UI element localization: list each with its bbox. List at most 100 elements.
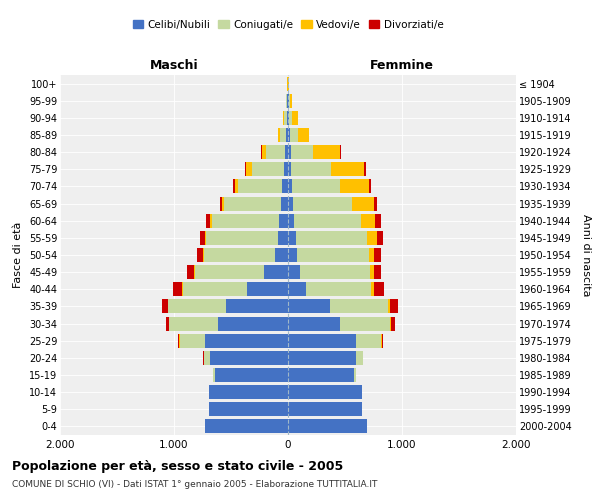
- Bar: [300, 265, 370, 279]
- Bar: [245, 162, 246, 176]
- Y-axis label: Fasce di età: Fasce di età: [13, 222, 23, 288]
- Bar: [220, 196, 222, 210]
- Bar: [371, 282, 373, 296]
- Bar: [280, 214, 288, 228]
- Bar: [290, 94, 292, 108]
- Bar: [391, 316, 395, 330]
- Bar: [367, 231, 377, 245]
- Bar: [235, 180, 238, 194]
- Bar: [296, 231, 367, 245]
- Bar: [288, 196, 293, 210]
- Bar: [298, 248, 368, 262]
- Bar: [340, 145, 341, 159]
- Bar: [331, 162, 364, 176]
- Bar: [288, 402, 362, 416]
- Bar: [288, 351, 356, 365]
- Bar: [247, 282, 288, 296]
- Bar: [233, 180, 235, 194]
- Bar: [226, 300, 288, 314]
- Bar: [370, 265, 373, 279]
- Bar: [298, 128, 309, 142]
- Bar: [218, 316, 288, 330]
- Bar: [388, 300, 390, 314]
- Bar: [288, 334, 356, 347]
- Bar: [205, 231, 206, 245]
- Bar: [288, 265, 300, 279]
- Bar: [264, 265, 288, 279]
- Bar: [288, 128, 290, 142]
- Bar: [200, 231, 205, 245]
- Bar: [213, 368, 215, 382]
- Bar: [206, 214, 211, 228]
- Bar: [390, 300, 398, 314]
- Bar: [340, 316, 390, 330]
- Text: Femmine: Femmine: [370, 58, 434, 71]
- Bar: [173, 282, 182, 296]
- Bar: [197, 248, 203, 262]
- Bar: [340, 180, 369, 194]
- Bar: [211, 351, 288, 365]
- Bar: [373, 196, 377, 210]
- Bar: [238, 180, 283, 194]
- Bar: [285, 145, 288, 159]
- Bar: [283, 111, 284, 125]
- Bar: [194, 265, 264, 279]
- Bar: [361, 214, 374, 228]
- Bar: [356, 334, 381, 347]
- Bar: [288, 282, 305, 296]
- Bar: [203, 248, 275, 262]
- Bar: [212, 214, 280, 228]
- Bar: [288, 385, 362, 399]
- Bar: [368, 248, 374, 262]
- Bar: [222, 196, 224, 210]
- Bar: [162, 300, 168, 314]
- Bar: [280, 128, 286, 142]
- Bar: [286, 128, 288, 142]
- Bar: [288, 231, 296, 245]
- Text: Maschi: Maschi: [149, 58, 199, 71]
- Bar: [288, 300, 329, 314]
- Bar: [209, 385, 288, 399]
- Text: Popolazione per età, sesso e stato civile - 2005: Popolazione per età, sesso e stato civil…: [12, 460, 343, 473]
- Bar: [178, 334, 179, 347]
- Bar: [283, 180, 288, 194]
- Bar: [288, 214, 294, 228]
- Bar: [288, 368, 353, 382]
- Bar: [205, 334, 288, 347]
- Bar: [373, 265, 380, 279]
- Bar: [205, 420, 288, 434]
- Bar: [290, 128, 298, 142]
- Bar: [281, 196, 288, 210]
- Bar: [377, 231, 383, 245]
- Bar: [390, 316, 391, 330]
- Bar: [287, 111, 288, 125]
- Bar: [204, 351, 211, 365]
- Bar: [369, 180, 371, 194]
- Bar: [364, 162, 366, 176]
- Text: COMUNE DI SCHIO (VI) - Dati ISTAT 1° gennaio 2005 - Elaborazione TUTTITALIA.IT: COMUNE DI SCHIO (VI) - Dati ISTAT 1° gen…: [12, 480, 377, 489]
- Bar: [288, 316, 340, 330]
- Bar: [291, 162, 331, 176]
- Bar: [166, 316, 169, 330]
- Bar: [288, 420, 367, 434]
- Bar: [290, 145, 313, 159]
- Bar: [293, 196, 352, 210]
- Bar: [329, 300, 388, 314]
- Bar: [382, 334, 383, 347]
- Bar: [289, 111, 292, 125]
- Bar: [288, 248, 298, 262]
- Bar: [305, 282, 371, 296]
- Bar: [373, 282, 384, 296]
- Bar: [292, 111, 298, 125]
- Bar: [224, 196, 281, 210]
- Bar: [288, 145, 290, 159]
- Bar: [288, 111, 289, 125]
- Bar: [182, 282, 247, 296]
- Bar: [278, 128, 280, 142]
- Bar: [374, 248, 380, 262]
- Bar: [289, 94, 290, 108]
- Y-axis label: Anni di nascita: Anni di nascita: [581, 214, 591, 296]
- Bar: [353, 368, 356, 382]
- Bar: [284, 111, 287, 125]
- Legend: Celibi/Nubili, Coniugati/e, Vedovi/e, Divorziati/e: Celibi/Nubili, Coniugati/e, Vedovi/e, Di…: [128, 16, 448, 34]
